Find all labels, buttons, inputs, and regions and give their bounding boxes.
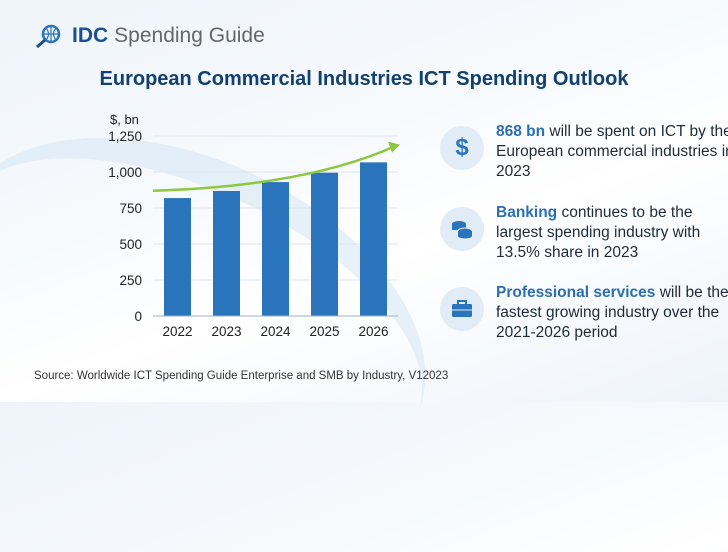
bar-chart: $, bn 0 250 500 750 1,000 1,250 2022 2023 2024 202… <box>108 112 400 339</box>
source-note: Source: Worldwide ICT Spending Guide Ent… <box>34 370 449 382</box>
bar-2023 <box>213 191 240 316</box>
fact-item: Banking continues to be the largest spen… <box>440 203 728 263</box>
trend-arrow-head <box>388 141 400 153</box>
logo-brand: IDC <box>72 24 109 47</box>
logo-product: Spending Guide <box>114 24 265 47</box>
x-tick-label: 2022 <box>162 324 192 339</box>
bar-2022 <box>164 198 191 316</box>
y-tick-label: 1,000 <box>108 165 142 180</box>
fact-highlight: 868 bn <box>496 123 546 140</box>
y-tick-label: 1,250 <box>108 129 142 144</box>
fact-text: will be spent on ICT by the European com… <box>496 123 728 180</box>
briefcase-icon <box>440 287 484 331</box>
trend-arrow-line <box>152 146 393 192</box>
globe-magnifier-icon <box>36 24 61 48</box>
bar-2024 <box>262 182 289 316</box>
x-tick-label: 2025 <box>309 324 339 339</box>
bar-2026 <box>360 162 387 316</box>
x-tick-label: 2026 <box>358 324 388 339</box>
fact-highlight: Professional services <box>496 284 656 301</box>
y-tick-label: 750 <box>119 201 142 216</box>
fact-highlight: Banking <box>496 204 558 221</box>
fact-item: $ 868 bn will be spent on ICT by the Eur… <box>440 122 728 182</box>
dollar-icon: $ <box>440 126 484 170</box>
y-tick-label: 0 <box>134 309 142 324</box>
fact-text: continues to be the largest spending ind… <box>496 204 701 261</box>
x-tick-label: 2023 <box>211 324 241 339</box>
logo: IDC Spending Guide <box>34 24 265 48</box>
bar-2025 <box>311 172 338 316</box>
page-title: European Commercial Industries ICT Spend… <box>99 68 629 90</box>
x-tick-label: 2024 <box>260 324 291 339</box>
y-tick-label: 500 <box>119 237 142 252</box>
coins-icon <box>440 207 484 251</box>
fact-text: will be the fastest growing industry ove… <box>496 284 728 341</box>
y-axis-label: $, bn <box>110 112 139 127</box>
fact-item: Professional services will be the fastes… <box>440 283 728 343</box>
y-tick-label: 250 <box>119 273 142 288</box>
